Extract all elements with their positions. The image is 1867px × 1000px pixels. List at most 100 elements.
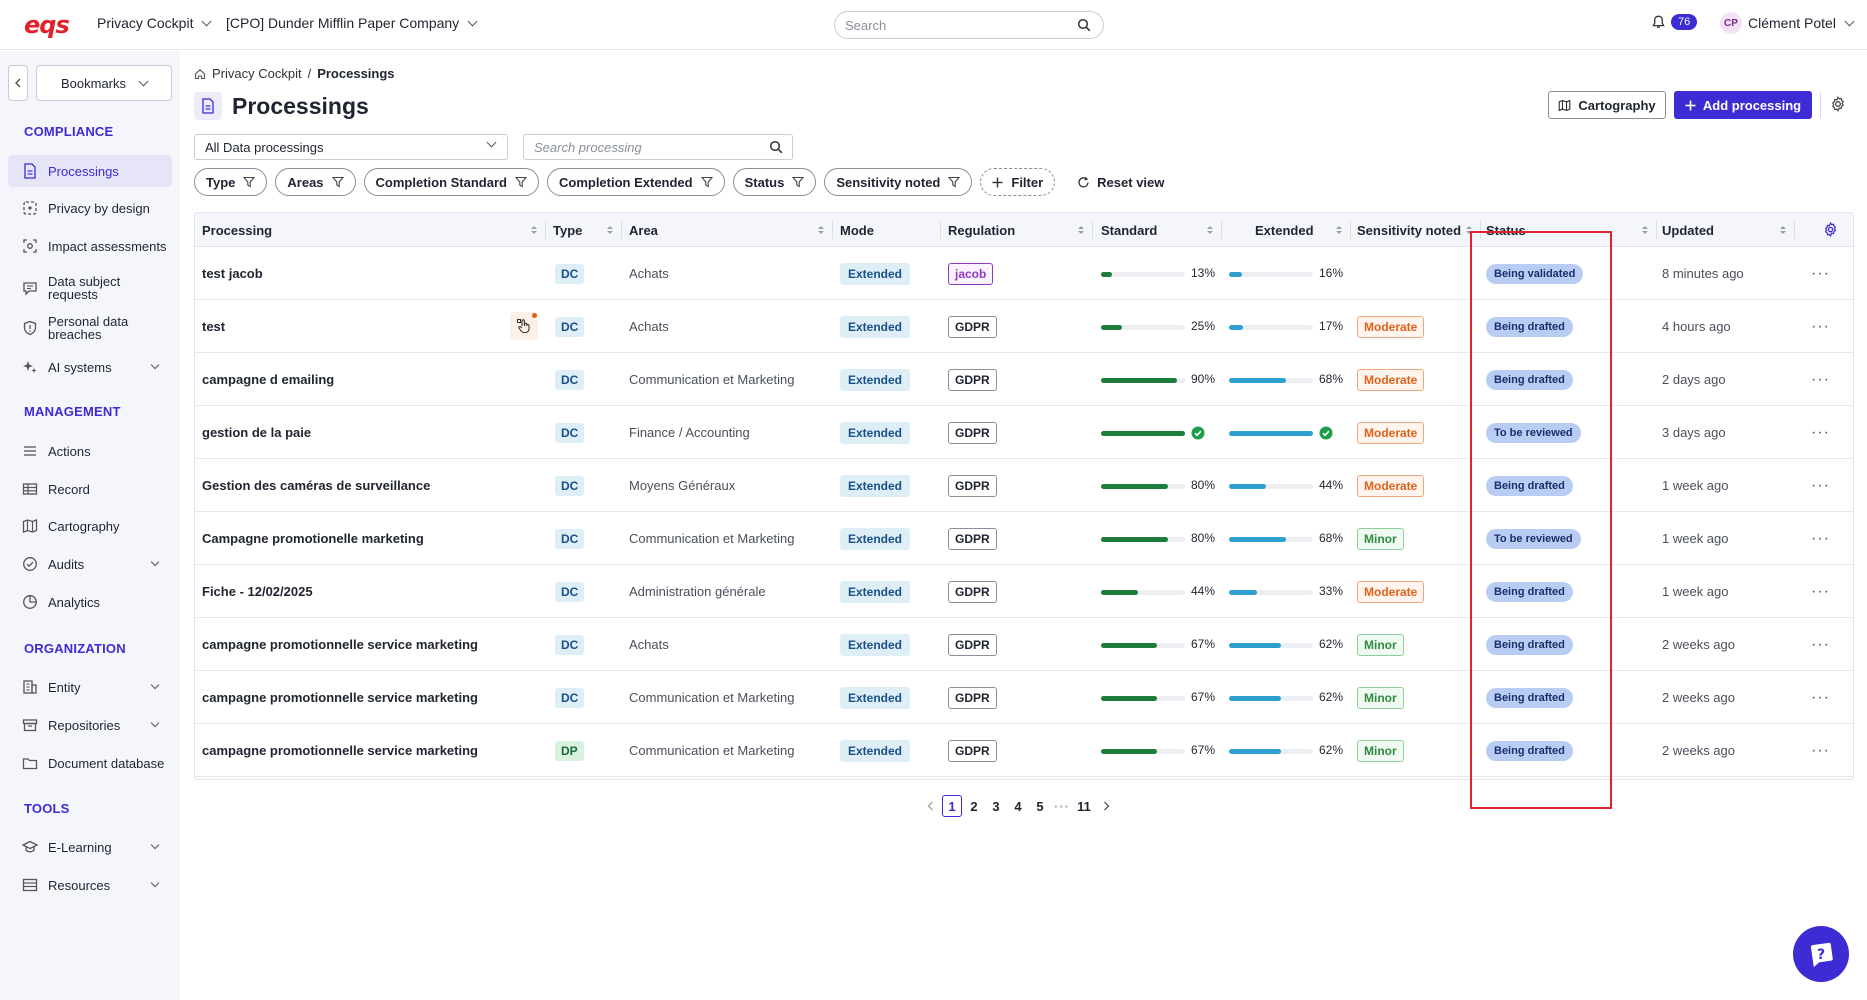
- row-actions-button[interactable]: ···: [1811, 264, 1830, 282]
- sort-icon[interactable]: [1077, 225, 1085, 235]
- sort-icon[interactable]: [530, 225, 538, 235]
- processing-name-link[interactable]: test jacob: [202, 266, 263, 281]
- notifications-button[interactable]: 76: [1652, 14, 1698, 30]
- sidebar-item-elearning[interactable]: E-Learning: [8, 831, 172, 863]
- processing-name-link[interactable]: Campagne promotionelle marketing: [202, 531, 424, 546]
- table-row[interactable]: Campagne promotionelle marketing DC Commun…: [195, 512, 1853, 565]
- row-actions-button[interactable]: ···: [1811, 582, 1830, 600]
- pagination-ellipsis[interactable]: ···: [1054, 798, 1070, 814]
- column-header-extended[interactable]: Extended: [1255, 213, 1314, 247]
- column-header-sensitivity[interactable]: Sensitivity noted: [1357, 213, 1461, 247]
- bookmarks-dropdown[interactable]: Bookmarks: [36, 65, 172, 101]
- sort-icon[interactable]: [817, 225, 825, 235]
- table-row[interactable]: Fiche - 12/02/2025 DC Administration génér…: [195, 565, 1853, 618]
- processing-name-link[interactable]: gestion de la paie: [202, 425, 312, 440]
- sort-icon[interactable]: [1206, 225, 1214, 235]
- app-menu[interactable]: Privacy Cockpit: [97, 15, 212, 31]
- sidebar-item-audits[interactable]: Audits: [8, 548, 172, 580]
- row-actions-button[interactable]: ···: [1811, 317, 1830, 335]
- row-actions-button[interactable]: ···: [1811, 688, 1830, 706]
- processing-name-link[interactable]: Fiche - 12/02/2025: [202, 584, 313, 599]
- table-row[interactable]: test DC Achats Extended GDPR 25% 17% Moderate Be…: [195, 300, 1853, 353]
- column-header-status[interactable]: Status: [1486, 213, 1526, 247]
- row-actions-button[interactable]: ···: [1811, 370, 1830, 388]
- sidebar-item-actions[interactable]: Actions: [8, 435, 172, 467]
- user-menu[interactable]: CP Clément Potel: [1720, 12, 1855, 34]
- column-header-processing[interactable]: Processing: [202, 213, 272, 247]
- sidebar-item-personal-data-breaches[interactable]: Personal data breaches: [8, 310, 172, 346]
- sort-icon[interactable]: [1779, 225, 1787, 235]
- row-actions-button[interactable]: ···: [1811, 741, 1830, 759]
- filter-chip-areas[interactable]: Areas: [275, 168, 356, 196]
- page-1-button[interactable]: 1: [942, 795, 962, 817]
- column-header-regulation[interactable]: Regulation: [948, 213, 1015, 247]
- column-header-standard[interactable]: Standard: [1101, 213, 1157, 247]
- sidebar-item-resources[interactable]: Resources: [8, 869, 172, 901]
- page-2-button[interactable]: 2: [970, 798, 978, 814]
- filter-chip-completion-standard[interactable]: Completion Standard: [363, 168, 539, 196]
- add-processing-button[interactable]: Add processing: [1674, 91, 1812, 119]
- row-actions-button[interactable]: ···: [1811, 529, 1830, 547]
- cartography-button[interactable]: Cartography: [1548, 91, 1666, 119]
- table-row[interactable]: campagne promotionnelle service marketin…: [195, 671, 1853, 724]
- global-search-input[interactable]: Search: [834, 11, 1104, 39]
- sidebar-item-privacy-by-design[interactable]: Privacy by design: [8, 192, 172, 224]
- column-header-type[interactable]: Type: [553, 213, 582, 247]
- table-row[interactable]: campagne d emailing DC Communication et Ma…: [195, 353, 1853, 406]
- page-3-button[interactable]: 3: [992, 798, 1000, 814]
- filter-chip-status[interactable]: Status: [732, 168, 817, 196]
- filter-chip-sensitivity-noted[interactable]: Sensitivity noted: [824, 168, 973, 196]
- column-header-mode[interactable]: Mode: [840, 213, 874, 247]
- sidebar-item-entity[interactable]: Entity: [8, 671, 172, 703]
- help-button[interactable]: ?: [1793, 926, 1849, 982]
- sidebar-item-analytics[interactable]: Analytics: [8, 586, 172, 618]
- add-filter-button[interactable]: Filter: [980, 168, 1056, 196]
- table-row[interactable]: Gestion des caméras de surveillance DC Moy…: [195, 459, 1853, 512]
- sidebar-item-repositories[interactable]: Repositories: [8, 709, 172, 741]
- table-row[interactable]: campagne promotionnelle service marketin…: [195, 724, 1853, 777]
- processing-name-link[interactable]: test: [202, 319, 226, 334]
- table-row[interactable]: gestion de la paie DC Finance / Accounting…: [195, 406, 1853, 459]
- reset-view-button[interactable]: Reset view: [1077, 175, 1164, 190]
- sidebar-item-processings[interactable]: Processings: [8, 155, 172, 187]
- sidebar-item-document-database[interactable]: Document database: [8, 747, 172, 779]
- company-menu[interactable]: [CPO] Dunder Mifflin Paper Company: [226, 15, 478, 31]
- row-actions-button[interactable]: ···: [1811, 423, 1830, 441]
- drag-hand-icon[interactable]: [510, 312, 538, 340]
- sidebar-item-record[interactable]: Record: [8, 473, 172, 505]
- row-actions-button[interactable]: ···: [1811, 635, 1830, 653]
- eqs-logo[interactable]: eqs: [24, 12, 70, 38]
- row-actions-button[interactable]: ···: [1811, 476, 1830, 494]
- next-page-button[interactable]: [1096, 795, 1116, 817]
- last-page-button[interactable]: 11: [1077, 798, 1091, 814]
- sort-icon[interactable]: [606, 225, 614, 235]
- sidebar-item-ai-systems[interactable]: AI systems: [8, 351, 172, 383]
- sort-icon[interactable]: [1335, 225, 1343, 235]
- sidebar-item-cartography[interactable]: Cartography: [8, 510, 172, 542]
- filter-chip-type[interactable]: Type: [194, 168, 268, 196]
- dataset-select[interactable]: All Data processings: [194, 134, 508, 160]
- table-row[interactable]: test jacob DC Achats Extended jacob 13% 16% Bei…: [195, 247, 1853, 300]
- prev-page-button[interactable]: [920, 795, 940, 817]
- sort-icon[interactable]: [1641, 225, 1649, 235]
- column-header-updated[interactable]: Updated: [1662, 213, 1714, 247]
- search-processing-input[interactable]: Search processing: [523, 134, 793, 160]
- table-row[interactable]: campagne promotionnelle service marketin…: [195, 618, 1853, 671]
- sensitivity-cell: Moderate: [1357, 565, 1425, 618]
- breadcrumb-root-link[interactable]: Privacy Cockpit: [212, 66, 302, 81]
- sidebar-item-data-subject-requests[interactable]: Data subject requests: [8, 270, 172, 306]
- processing-name-link[interactable]: campagne d emailing: [202, 372, 335, 387]
- filter-chip-completion-extended[interactable]: Completion Extended: [546, 168, 725, 196]
- collapse-sidebar-button[interactable]: [8, 65, 28, 101]
- processing-name-link[interactable]: Gestion des caméras de surveillance: [202, 478, 431, 493]
- column-settings-button[interactable]: [1823, 221, 1838, 240]
- processing-name-link[interactable]: campagne promotionnelle service marketin…: [202, 743, 478, 758]
- column-header-area[interactable]: Area: [629, 213, 658, 247]
- map-icon: [1558, 99, 1571, 111]
- processing-name-link[interactable]: campagne promotionnelle service marketin…: [202, 637, 478, 652]
- processing-name-link[interactable]: campagne promotionnelle service marketin…: [202, 690, 478, 705]
- sidebar-item-impact-assessments[interactable]: Impact assessments: [8, 230, 172, 262]
- page-4-button[interactable]: 4: [1014, 798, 1022, 814]
- page-settings-button[interactable]: [1830, 96, 1846, 115]
- page-5-button[interactable]: 5: [1036, 798, 1044, 814]
